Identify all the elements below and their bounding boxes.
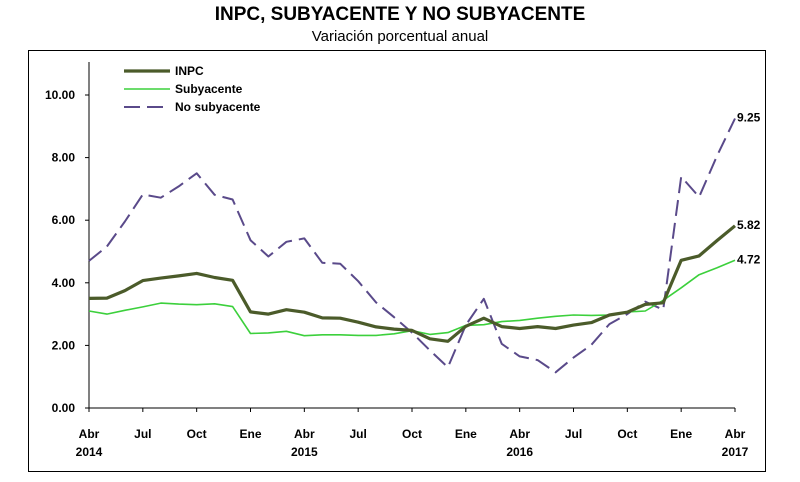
x-tick-label: Oct [617, 427, 637, 441]
chart-frame [28, 50, 766, 472]
y-tick-label: 2.00 [52, 338, 76, 352]
x-tick-label: Jul [349, 427, 366, 441]
chart-title: INPC, SUBYACENTE Y NO SUBYACENTE [214, 4, 586, 25]
x-tick-label: Oct [187, 427, 207, 441]
chart-axes: 0.00 2.00 4.00 6.00 8.00 10.00 Abr 2014 Jul Oct En… [45, 62, 749, 459]
y-tick-label: 8.00 [52, 151, 76, 165]
series-line-subyacente [88, 259, 736, 337]
y-tick-label: 4.00 [52, 276, 76, 290]
x-tick-year: 2014 [76, 445, 103, 459]
chart-series-lines [88, 118, 737, 374]
chart-subtitle: Variación porcentual anual [311, 28, 489, 45]
end-value-label: 5.82 [737, 218, 761, 232]
y-tick-label: 10.00 [45, 88, 75, 102]
chart-end-labels: 5.82 4.72 9.25 [737, 110, 761, 266]
x-tick-label: Abr [79, 427, 100, 441]
x-tick-label: Ene [239, 427, 261, 441]
legend-label: Subyacente [175, 82, 243, 96]
series-line-inpc [88, 224, 737, 343]
legend-label: No subyacente [175, 100, 261, 114]
x-tick-label: Jul [134, 427, 151, 441]
end-value-label: 4.72 [737, 252, 761, 266]
x-tick-label: Oct [402, 427, 422, 441]
x-tick-year: 2017 [722, 445, 749, 459]
end-value-label: 9.25 [737, 110, 761, 124]
y-tick-label: 6.00 [52, 213, 76, 227]
x-tick-label: Abr [294, 427, 315, 441]
chart-legend: INPC Subyacente No subyacente [124, 64, 261, 114]
y-tick-label: 0.00 [52, 401, 76, 415]
x-tick-year: 2015 [291, 445, 318, 459]
legend-label: INPC [175, 64, 204, 78]
x-tick-year: 2016 [506, 445, 533, 459]
x-tick-label: Ene [455, 427, 477, 441]
series-line-no-subyacente [88, 118, 736, 374]
x-tick-label: Jul [565, 427, 582, 441]
x-tick-label: Abr [725, 427, 746, 441]
x-tick-label: Ene [670, 427, 692, 441]
x-tick-label: Abr [509, 427, 530, 441]
